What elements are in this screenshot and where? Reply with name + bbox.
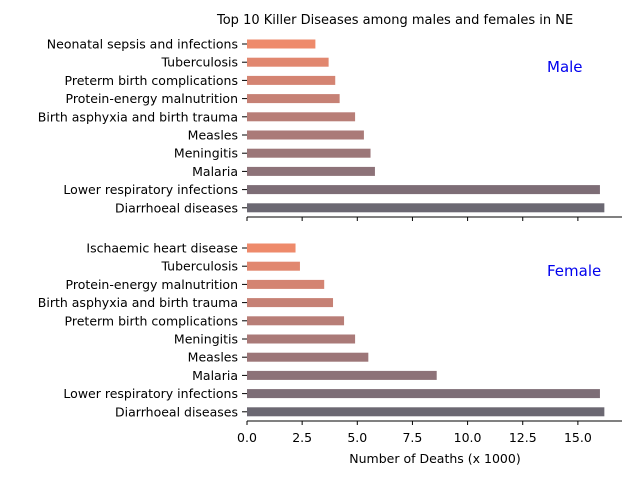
bar-female-7 [247,370,437,380]
bar-female-0 [247,243,296,253]
category-label: Neonatal sepsis and infections [47,37,238,52]
bar-male-8 [247,185,600,195]
category-label: Lower respiratory infections [63,182,238,197]
category-label: Measles [188,350,238,365]
x-axis-label: Number of Deaths (x 1000) [349,451,520,466]
bar-male-0 [247,39,316,49]
category-label: Ischaemic heart disease [86,241,238,256]
category-label: Diarrhoeal diseases [115,404,238,419]
bar-female-3 [247,298,334,308]
panel-label-female: Female [547,262,601,280]
bar-female-6 [247,352,369,362]
category-label: Meningitis [174,332,238,347]
x-tick-label: 5.0 [347,430,367,445]
category-label: Preterm birth complications [65,313,238,328]
bar-male-9 [247,203,605,213]
bar-male-2 [247,75,336,85]
bar-male-1 [247,57,329,67]
panel-label-male: Male [547,58,583,76]
category-label: Protein-energy malnutrition [66,277,238,292]
chart-title: Top 10 Killer Diseases among males and f… [216,13,573,28]
bar-male-3 [247,94,340,104]
bar-female-8 [247,389,600,399]
bar-male-4 [247,112,356,122]
x-tick-label: 0.0 [237,430,257,445]
category-label: Birth asphyxia and birth trauma [38,295,238,310]
x-tick-label: 12.5 [509,430,537,445]
category-label: Lower respiratory infections [63,386,238,401]
category-label: Meningitis [174,146,238,161]
bar-female-5 [247,334,356,344]
bar-female-2 [247,279,325,289]
bar-female-4 [247,316,345,326]
category-label: Preterm birth complications [65,73,238,88]
x-tick-label: 7.5 [402,430,422,445]
bar-male-6 [247,148,371,158]
category-label: Tuberculosis [160,55,238,70]
x-tick-label: 15.0 [564,430,592,445]
bar-male-7 [247,166,375,176]
category-label: Protein-energy malnutrition [66,91,238,106]
bar-male-5 [247,130,364,140]
category-label: Malaria [192,164,238,179]
x-tick-label: 2.5 [292,430,312,445]
category-label: Birth asphyxia and birth trauma [38,109,238,124]
category-label: Measles [188,128,238,143]
category-label: Tuberculosis [160,259,238,274]
category-label: Malaria [192,368,238,383]
x-tick-label: 10.0 [454,430,482,445]
bar-female-1 [247,261,300,271]
category-label: Diarrhoeal diseases [115,200,238,215]
bar-female-9 [247,407,605,417]
